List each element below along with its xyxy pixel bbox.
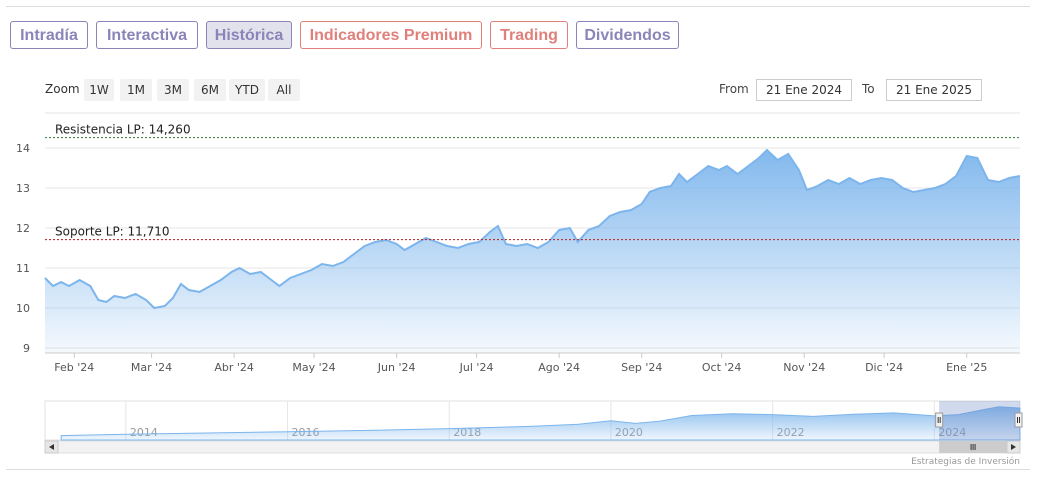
navigator-handle-right[interactable] [1014,412,1023,428]
navigator-selection[interactable] [939,401,1020,440]
tab-intradia[interactable]: Intradía [10,21,88,49]
navigator-handle-left[interactable] [935,412,944,428]
y-tick-label: 14 [16,142,30,155]
bottom-divider [6,469,1030,470]
tab-indicadores-premium[interactable]: Indicadores Premium [300,21,482,49]
price-area [45,150,1020,353]
scrollbar-track[interactable] [44,440,1021,454]
y-axis-ticks: 9 10 11 12 13 14 [16,142,30,355]
y-tick-label: 9 [23,342,30,355]
zoom-all-button[interactable]: All [268,79,300,101]
x-tick-label: Dic '24 [865,361,903,374]
zoom-1w-button[interactable]: 1W [84,79,114,101]
chart-credit[interactable]: Estrategias de Inversión [911,456,1020,467]
x-tick-label: Abr '24 [214,361,254,374]
x-tick-label: Ene '25 [946,361,987,374]
from-label: From [719,82,749,96]
navigator-area [60,406,1021,441]
y-tick-label: 12 [16,222,30,235]
x-tick-label: Nov '24 [783,361,825,374]
price-line [44,148,1021,310]
y-tick-label: 10 [16,302,30,315]
navigator[interactable]: 201420162018202020222024 [44,400,1023,441]
x-tick-label: Oct '24 [702,361,742,374]
x-tick-label: Jun '24 [377,361,416,374]
from-date-input[interactable] [756,79,852,101]
support-label: Soporte LP: 11,710 [55,225,170,239]
x-tick-label: Sep '24 [621,361,662,374]
x-tick-label: Jul '24 [459,361,494,374]
zoom-1m-button[interactable]: 1M [120,79,152,101]
zoom-label: Zoom [45,82,80,96]
scrollbar-grip-icon [970,444,976,450]
to-date-input[interactable] [886,79,982,101]
tab-historica[interactable]: Histórica [206,21,292,49]
top-divider [6,6,1030,7]
tab-trading[interactable]: Trading [490,21,568,49]
x-tick-label: May '24 [292,361,335,374]
to-label: To [862,82,875,96]
tab-dividendos[interactable]: Dividendos [576,21,679,49]
x-tick-label: Ago '24 [538,361,580,374]
arrow-left-icon [49,444,54,450]
tab-interactiva[interactable]: Interactiva [96,21,198,49]
zoom-6m-button[interactable]: 6M [194,79,226,101]
resistance-label: Resistencia LP: 14,260 [55,123,191,137]
x-tick-label: Feb '24 [54,361,94,374]
y-tick-label: 11 [16,262,30,275]
x-axis-ticks: Feb '24 Mar '24 Abr '24 May '24 Jun '24 Jul '… [54,353,987,374]
zoom-ytd-button[interactable]: YTD [229,79,265,101]
x-tick-label: Mar '24 [131,361,172,374]
zoom-3m-button[interactable]: 3M [157,79,189,101]
arrow-right-icon [1011,444,1016,450]
scrollbar[interactable] [44,440,1021,454]
level-annotations: Resistencia LP: 14,260 Soporte LP: 11,710 [45,123,1020,241]
y-tick-label: 13 [16,182,30,195]
